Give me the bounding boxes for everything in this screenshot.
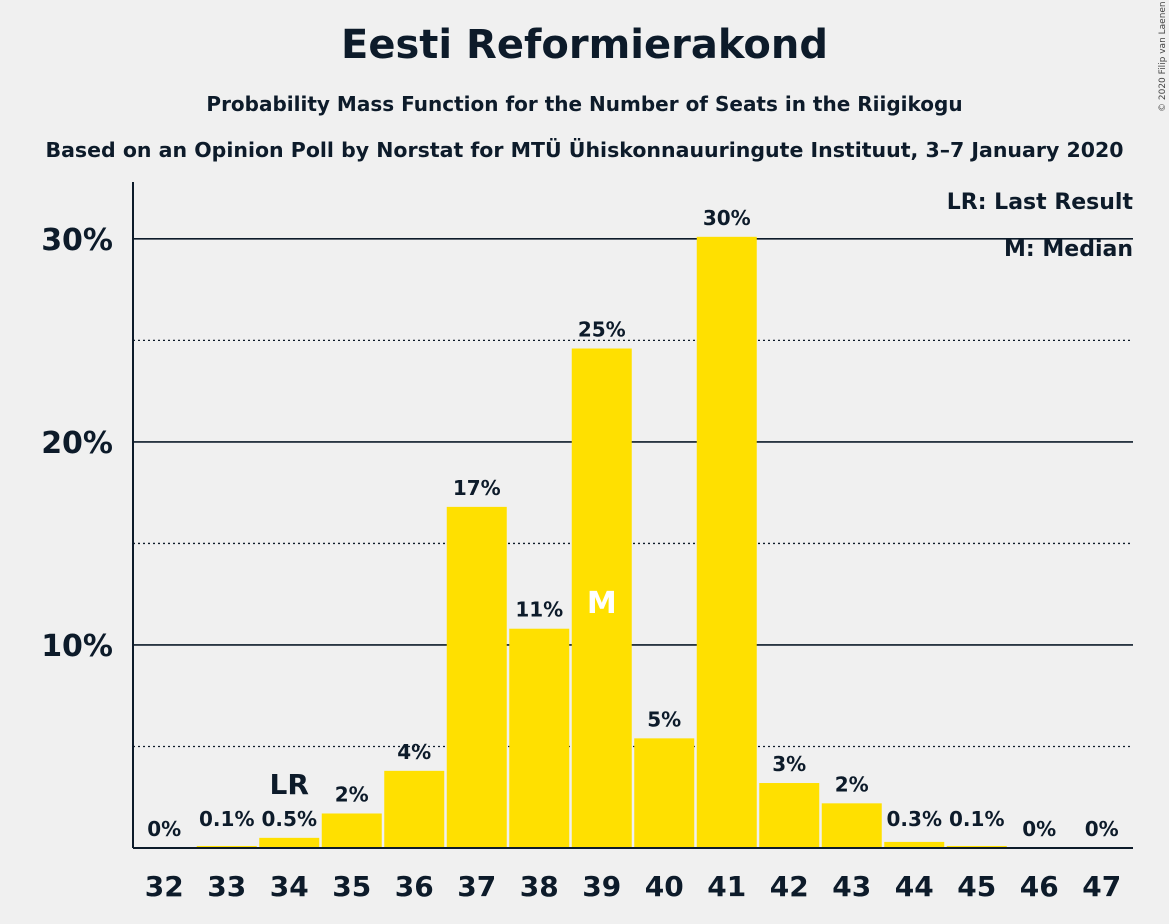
- bar-39: [571, 348, 632, 848]
- x-tick-label: 32: [145, 870, 184, 903]
- y-tick-label: 30%: [41, 223, 113, 258]
- data-label: 25%: [578, 318, 626, 342]
- data-label: 4%: [397, 740, 431, 764]
- x-tick-label: 43: [832, 870, 871, 903]
- bar-42: [759, 783, 820, 848]
- x-tick-label: 40: [645, 870, 684, 903]
- last-result-marker: LR: [270, 768, 309, 801]
- x-tick-label: 44: [895, 870, 934, 903]
- data-label: 2%: [335, 782, 369, 806]
- legend-last-result: LR: Last Result: [947, 190, 1134, 215]
- x-tick-label: 37: [457, 870, 496, 903]
- x-tick-label: 41: [707, 870, 746, 903]
- data-label: 2%: [835, 772, 869, 796]
- bar-35: [321, 813, 382, 848]
- data-label: 3%: [772, 752, 806, 776]
- y-tick-label: 10%: [41, 629, 113, 664]
- legend-median: M: Median: [1004, 237, 1133, 262]
- y-tick-label: 20%: [41, 426, 113, 461]
- bars: [196, 236, 1007, 848]
- gridlines: [133, 238, 1133, 748]
- x-tick-label: 36: [395, 870, 434, 903]
- data-label: 17%: [453, 476, 501, 500]
- bar-37: [446, 506, 507, 848]
- data-label: 0.1%: [199, 807, 254, 831]
- bar-40: [634, 738, 695, 848]
- data-label: 0.3%: [887, 807, 942, 831]
- data-label: 5%: [647, 707, 681, 731]
- axes: 10% 20% 30% 32 33 34 35 36 37 38 39 40 41 42 43 44 45 46 4…: [41, 182, 1133, 903]
- x-tick-label: 42: [770, 870, 809, 903]
- data-label: 30%: [703, 206, 751, 230]
- bar-36: [384, 770, 445, 848]
- chart-title: Eesti Reformierakond: [341, 22, 828, 68]
- bar-41: [696, 236, 757, 848]
- data-label: 11%: [515, 598, 563, 622]
- x-tick-label: 35: [332, 870, 371, 903]
- data-label: 0%: [1022, 817, 1056, 841]
- data-label: 0%: [1085, 817, 1119, 841]
- data-label: 0.1%: [949, 807, 1004, 831]
- bar-44: [884, 841, 945, 848]
- bar-33: [196, 845, 257, 848]
- bar-38: [509, 628, 570, 848]
- x-tick-label: 39: [582, 870, 621, 903]
- x-tick-label: 45: [957, 870, 996, 903]
- x-tick-label: 33: [207, 870, 246, 903]
- data-label: 0%: [147, 817, 181, 841]
- x-tick-label: 38: [520, 870, 559, 903]
- median-marker: M: [587, 586, 617, 621]
- bar-34: [259, 837, 320, 848]
- x-tick-label: 46: [1020, 870, 1059, 903]
- bar-45: [946, 845, 1007, 848]
- data-label: 0.5%: [262, 807, 317, 831]
- x-tick-label: 47: [1082, 870, 1121, 903]
- data-labels: 0% 0.1% 0.5% LR 2% 4% 17% 11% 25% M 5% 30% 3% 2% 0.3% 0…: [147, 206, 1118, 841]
- chart-source: Based on an Opinion Poll by Norstat for …: [45, 138, 1124, 162]
- chart-subtitle: Probability Mass Function for the Number…: [206, 92, 963, 116]
- bar-43: [821, 803, 882, 848]
- x-tick-label: 34: [270, 870, 309, 903]
